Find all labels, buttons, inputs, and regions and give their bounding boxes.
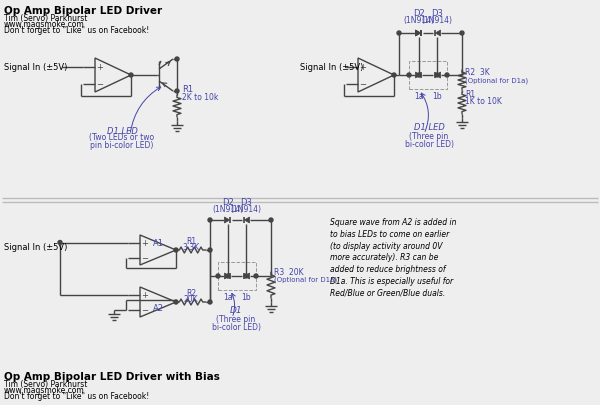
Circle shape (417, 74, 421, 78)
Text: +: + (142, 239, 148, 247)
Polygon shape (435, 31, 440, 37)
Text: 20K: 20K (184, 294, 199, 303)
Text: Signal In (±5V): Signal In (±5V) (300, 62, 364, 71)
Circle shape (129, 74, 133, 78)
Circle shape (460, 32, 464, 36)
Circle shape (407, 74, 411, 78)
Text: 1b: 1b (241, 292, 251, 301)
Bar (409, 62, 447, 90)
Text: Signal In (±5V): Signal In (±5V) (4, 62, 67, 71)
Text: 1b: 1b (432, 92, 442, 101)
Text: 1a: 1a (223, 292, 233, 301)
Polygon shape (224, 217, 230, 224)
Text: R3  20K: R3 20K (274, 267, 304, 276)
Polygon shape (415, 31, 421, 37)
Text: D1: D1 (230, 305, 242, 314)
Text: Don't forget to "Like" us on Facebook!: Don't forget to "Like" us on Facebook! (4, 391, 149, 400)
Text: Tim (Servo) Parkhurst: Tim (Servo) Parkhurst (4, 14, 88, 23)
Circle shape (445, 74, 449, 78)
Text: pin bi-color LED): pin bi-color LED) (91, 141, 154, 149)
Text: 2K to 10k: 2K to 10k (182, 92, 218, 101)
Text: www.magsmoke.com: www.magsmoke.com (4, 385, 85, 394)
Text: D3: D3 (240, 198, 252, 207)
Polygon shape (435, 73, 440, 79)
Circle shape (175, 90, 179, 94)
Text: D1 LED: D1 LED (107, 126, 137, 135)
Circle shape (174, 248, 178, 252)
Text: Op Amp Bipolar LED Driver with Bias: Op Amp Bipolar LED Driver with Bias (4, 371, 220, 381)
Circle shape (174, 300, 178, 304)
Text: +: + (97, 63, 103, 72)
Bar (218, 262, 256, 290)
Text: bi-color LED): bi-color LED) (404, 140, 454, 149)
Text: A2: A2 (152, 303, 164, 312)
Text: bi-color LED): bi-color LED) (212, 322, 260, 331)
Text: R2  3K: R2 3K (465, 68, 490, 77)
Circle shape (392, 74, 396, 78)
Text: Square wave from A2 is added in
to bias LEDs to come on earlier
(to display acti: Square wave from A2 is added in to bias … (330, 217, 457, 297)
Text: Don't forget to "Like" us on Facebook!: Don't forget to "Like" us on Facebook! (4, 26, 149, 35)
Text: 1a: 1a (414, 92, 424, 101)
Text: R2: R2 (186, 288, 196, 297)
Text: 1K to 10K: 1K to 10K (465, 97, 502, 106)
Circle shape (226, 274, 230, 278)
Text: Tim (Servo) Parkhurst: Tim (Servo) Parkhurst (4, 379, 88, 388)
Circle shape (208, 248, 212, 252)
Circle shape (216, 274, 220, 278)
Circle shape (435, 74, 439, 78)
Text: (1N914): (1N914) (404, 16, 434, 25)
Text: R1: R1 (465, 90, 475, 99)
Text: −: − (142, 305, 149, 314)
Text: (1N914): (1N914) (422, 16, 452, 25)
Polygon shape (415, 73, 421, 79)
Text: (Three pin: (Three pin (217, 314, 256, 323)
Circle shape (58, 241, 62, 245)
Text: (1N914): (1N914) (230, 205, 262, 213)
Text: R1: R1 (186, 237, 196, 245)
Text: (Three pin: (Three pin (409, 132, 449, 141)
Text: (Optional for D1a): (Optional for D1a) (274, 276, 337, 283)
Text: Signal In (±5V): Signal In (±5V) (4, 243, 67, 252)
Text: (Two LEDs or two: (Two LEDs or two (89, 133, 155, 142)
Circle shape (244, 274, 248, 278)
Text: D2: D2 (222, 198, 234, 207)
Text: −: − (359, 80, 367, 89)
Text: −: − (142, 254, 149, 262)
Polygon shape (224, 273, 230, 279)
Text: D3: D3 (431, 9, 443, 18)
Text: +: + (359, 63, 367, 72)
Text: R1: R1 (182, 85, 193, 94)
Text: www.magsmoke.com: www.magsmoke.com (4, 20, 85, 29)
Text: +: + (142, 290, 148, 299)
Text: −: − (97, 80, 104, 89)
Circle shape (269, 218, 273, 222)
Polygon shape (244, 273, 250, 279)
Text: D2: D2 (413, 9, 425, 18)
Circle shape (208, 218, 212, 222)
Text: (1N914): (1N914) (212, 205, 244, 213)
Circle shape (175, 58, 179, 62)
Text: D1 LED: D1 LED (413, 123, 445, 132)
Text: (Optional for D1a): (Optional for D1a) (465, 77, 528, 83)
Circle shape (397, 32, 401, 36)
Polygon shape (244, 217, 250, 224)
Circle shape (208, 300, 212, 304)
Text: 3.3K: 3.3K (182, 243, 200, 252)
Circle shape (254, 274, 258, 278)
Text: Op Amp Bipolar LED Driver: Op Amp Bipolar LED Driver (4, 6, 162, 16)
Text: A1: A1 (152, 239, 164, 247)
Polygon shape (415, 31, 421, 37)
